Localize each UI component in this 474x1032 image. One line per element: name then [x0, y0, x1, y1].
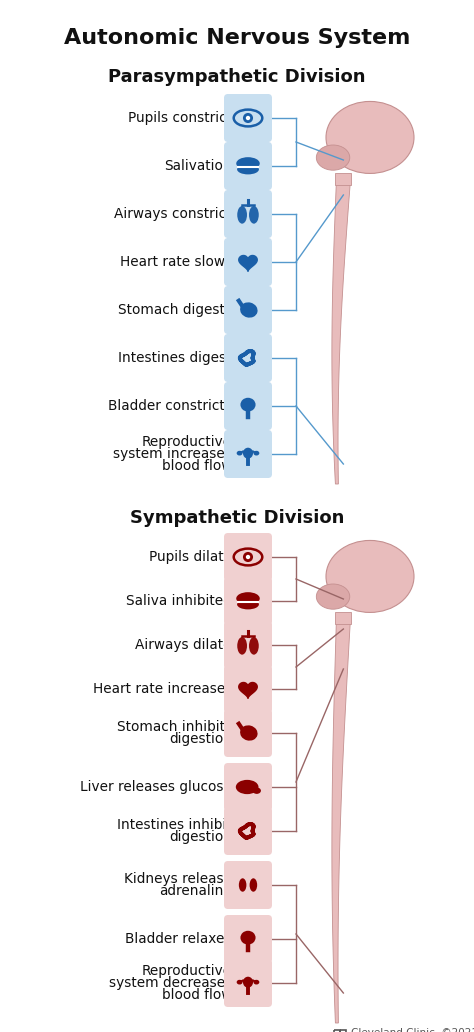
Ellipse shape [236, 592, 260, 605]
FancyBboxPatch shape [336, 612, 351, 624]
Text: digestion: digestion [169, 732, 232, 746]
Ellipse shape [237, 600, 259, 610]
Ellipse shape [240, 931, 255, 944]
FancyBboxPatch shape [224, 190, 272, 238]
Text: adrenaline: adrenaline [159, 884, 232, 898]
Ellipse shape [237, 451, 243, 455]
Polygon shape [332, 620, 350, 1023]
FancyBboxPatch shape [224, 959, 272, 1007]
FancyBboxPatch shape [224, 382, 272, 430]
Text: blood flow: blood flow [162, 988, 232, 1002]
Ellipse shape [254, 979, 259, 985]
Circle shape [243, 552, 253, 562]
Text: Bladder constricts: Bladder constricts [108, 399, 232, 413]
FancyBboxPatch shape [224, 533, 272, 581]
Text: Stomach digests: Stomach digests [118, 303, 232, 317]
Circle shape [243, 112, 253, 123]
Text: digestion: digestion [169, 830, 232, 844]
Text: Autonomic Nervous System: Autonomic Nervous System [64, 28, 410, 49]
FancyBboxPatch shape [224, 577, 272, 625]
Text: Intestines digest: Intestines digest [118, 351, 232, 365]
Ellipse shape [236, 157, 260, 170]
FancyBboxPatch shape [224, 709, 272, 757]
Ellipse shape [254, 451, 259, 455]
Ellipse shape [243, 976, 253, 988]
Ellipse shape [316, 146, 350, 170]
Text: Cleveland Clinic  ©2021: Cleveland Clinic ©2021 [351, 1028, 474, 1032]
Polygon shape [239, 682, 257, 699]
FancyBboxPatch shape [224, 861, 272, 909]
Ellipse shape [240, 302, 257, 318]
Text: Heart rate increases: Heart rate increases [92, 682, 232, 696]
Ellipse shape [326, 101, 414, 173]
Text: system increases: system increases [113, 447, 232, 461]
Ellipse shape [237, 164, 259, 174]
Ellipse shape [240, 725, 257, 741]
Circle shape [246, 555, 250, 559]
FancyBboxPatch shape [224, 915, 272, 963]
Ellipse shape [236, 780, 258, 795]
Text: Parasympathetic Division: Parasympathetic Division [108, 68, 366, 86]
Text: Sympathetic Division: Sympathetic Division [130, 509, 344, 527]
FancyBboxPatch shape [224, 238, 272, 286]
Ellipse shape [253, 787, 261, 794]
Ellipse shape [250, 878, 257, 892]
FancyBboxPatch shape [224, 807, 272, 854]
Text: Airways constrict: Airways constrict [115, 207, 232, 221]
Text: Kidneys release: Kidneys release [124, 872, 232, 886]
Text: Intestines inhibit: Intestines inhibit [118, 818, 232, 832]
Text: Reproductive: Reproductive [142, 964, 232, 978]
FancyBboxPatch shape [224, 142, 272, 190]
Text: Heart rate slows: Heart rate slows [120, 255, 232, 269]
Polygon shape [332, 182, 350, 484]
Ellipse shape [237, 637, 247, 654]
FancyBboxPatch shape [224, 94, 272, 142]
Text: Liver releases glucose: Liver releases glucose [80, 780, 232, 794]
Ellipse shape [243, 448, 253, 458]
Polygon shape [239, 256, 257, 271]
FancyBboxPatch shape [224, 763, 272, 811]
Text: Reproductive: Reproductive [142, 436, 232, 449]
Ellipse shape [249, 637, 259, 654]
Text: Airways dilate: Airways dilate [136, 638, 232, 652]
FancyBboxPatch shape [224, 665, 272, 713]
Ellipse shape [237, 206, 247, 224]
Text: Pupils dilate: Pupils dilate [149, 550, 232, 565]
Ellipse shape [237, 979, 243, 985]
FancyBboxPatch shape [224, 286, 272, 334]
Text: Pupils constrict: Pupils constrict [128, 111, 232, 125]
Text: blood flow: blood flow [162, 459, 232, 473]
Ellipse shape [316, 584, 350, 609]
Ellipse shape [326, 541, 414, 612]
Ellipse shape [249, 206, 259, 224]
FancyBboxPatch shape [224, 334, 272, 382]
Text: Saliva inhibited: Saliva inhibited [126, 594, 232, 608]
Text: system decreases: system decreases [109, 976, 232, 990]
Circle shape [246, 116, 250, 120]
Ellipse shape [239, 878, 246, 892]
Text: Salivation: Salivation [164, 159, 232, 173]
Ellipse shape [240, 397, 255, 412]
FancyBboxPatch shape [336, 173, 351, 186]
Text: Bladder relaxes: Bladder relaxes [126, 932, 232, 946]
FancyBboxPatch shape [224, 621, 272, 669]
Text: Stomach inhibits: Stomach inhibits [117, 720, 232, 734]
FancyBboxPatch shape [224, 430, 272, 478]
